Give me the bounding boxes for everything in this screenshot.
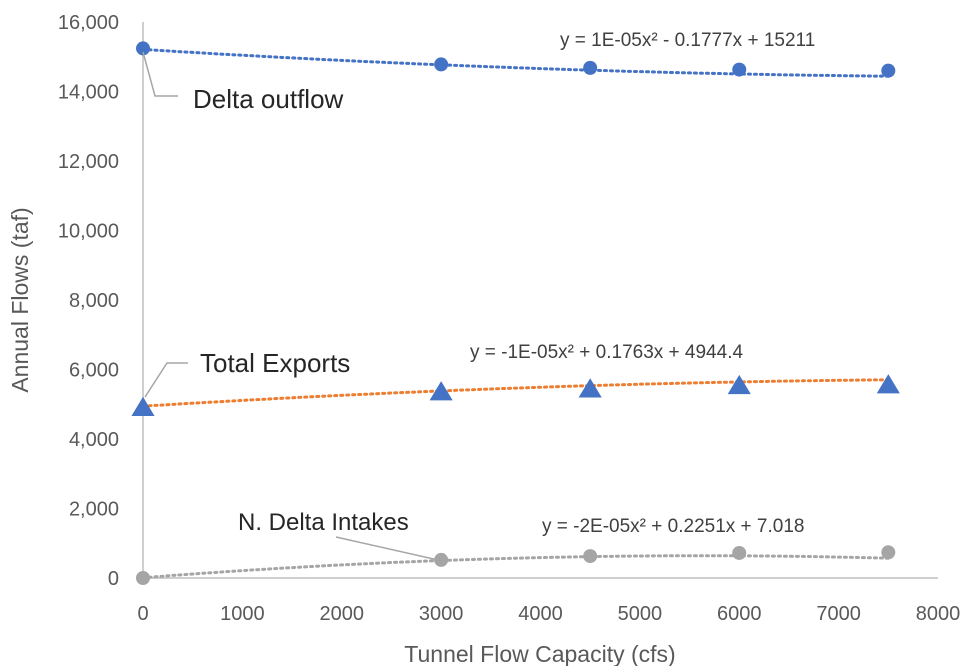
trendlines xyxy=(141,47,890,580)
leader-line-delta-outflow xyxy=(142,51,178,97)
trendline-series-2 xyxy=(141,554,890,580)
x-tick-labels: 0 1000 2000 3000 4000 5000 6000 7000 8000 xyxy=(137,603,960,625)
x-axis-title: Tunnel Flow Capacity (cfs) xyxy=(404,641,675,666)
callout-delta-outflow: Delta outflow xyxy=(142,51,344,114)
label-total-exports: Total Exports xyxy=(200,348,350,378)
data-point-triangle xyxy=(429,381,453,401)
y-tick-label: 4,000 xyxy=(69,429,119,451)
x-tick-label: 3000 xyxy=(419,603,464,625)
data-point-circle xyxy=(136,41,150,56)
data-point-circle xyxy=(434,57,449,72)
x-tick-label: 4000 xyxy=(518,603,563,625)
label-delta-outflow: Delta outflow xyxy=(193,84,344,114)
callout-n-delta-intakes: N. Delta Intakes xyxy=(238,509,439,561)
y-tick-label: 12,000 xyxy=(58,151,119,173)
leader-line-n-delta-intakes xyxy=(335,536,439,561)
data-point-circle xyxy=(136,571,150,585)
x-tick-label: 0 xyxy=(137,603,148,625)
trendline-series-1 xyxy=(141,378,890,408)
trendline-equation-total-exports: y = -1E-05x² + 0.1763x + 4944.4 xyxy=(470,342,743,363)
label-n-delta-intakes: N. Delta Intakes xyxy=(238,509,409,536)
x-tick-label: 8000 xyxy=(916,603,961,625)
data-markers xyxy=(131,41,900,585)
y-tick-label: 2,000 xyxy=(69,499,119,521)
data-point-circle xyxy=(583,549,598,564)
y-tick-label: 14,000 xyxy=(58,82,119,104)
leader-line-total-exports xyxy=(144,362,188,398)
data-point-circle xyxy=(732,545,747,560)
x-tick-label: 1000 xyxy=(220,603,265,625)
x-tick-label: 7000 xyxy=(816,603,861,625)
y-tick-label: 8,000 xyxy=(69,290,119,312)
data-point-circle xyxy=(881,63,896,78)
y-tick-label: 16,000 xyxy=(58,12,119,34)
data-point-circle xyxy=(732,62,747,77)
y-axis-title: Annual Flows (taf) xyxy=(7,207,33,392)
data-point-triangle xyxy=(578,378,602,398)
data-point-circle xyxy=(434,552,449,567)
y-tick-label: 10,000 xyxy=(58,221,119,243)
x-tick-label: 5000 xyxy=(618,603,663,625)
trendline-equation-delta-outflow: y = 1E-05x² - 0.1777x + 15211 xyxy=(560,30,815,51)
x-tick-label: 2000 xyxy=(320,603,365,625)
y-tick-label: 6,000 xyxy=(69,360,119,382)
data-point-circle xyxy=(583,60,598,75)
data-point-triangle xyxy=(131,396,155,416)
x-tick-label: 6000 xyxy=(717,603,762,625)
callout-total-exports: Total Exports xyxy=(144,348,350,398)
axes xyxy=(142,22,938,579)
data-point-circle xyxy=(881,545,896,560)
data-point-triangle xyxy=(876,374,900,394)
y-tick-labels: 0 2,000 4,000 6,000 8,000 10,000 12,000 14,000 1… xyxy=(58,12,119,590)
trendline-series-0 xyxy=(141,47,890,78)
data-point-triangle xyxy=(727,374,751,395)
trendline-equation-n-delta-intakes: y = -2E-05x² + 0.2251x + 7.018 xyxy=(542,516,804,537)
y-tick-label: 0 xyxy=(108,568,119,590)
